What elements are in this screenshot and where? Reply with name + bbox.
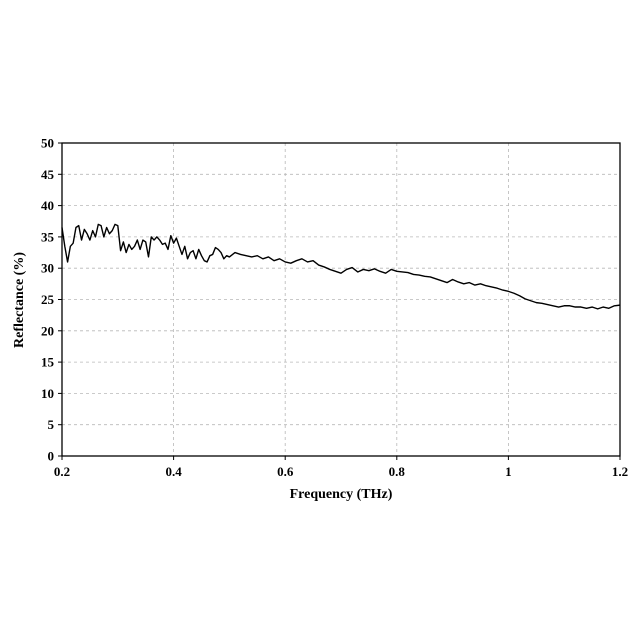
x-tick-label: 0.8 (389, 464, 406, 479)
x-tick-label: 1.2 (612, 464, 628, 479)
y-axis-label: Reflectance (%) (12, 252, 27, 348)
y-tick-label: 40 (41, 198, 54, 213)
y-tick-label: 20 (41, 323, 54, 338)
y-tick-label: 35 (41, 229, 55, 244)
y-tick-label: 0 (48, 449, 55, 464)
x-tick-label: 0.4 (165, 464, 182, 479)
y-tick-label: 50 (41, 136, 54, 151)
y-tick-label: 30 (41, 261, 54, 276)
x-tick-label: 0.2 (54, 464, 70, 479)
y-tick-label: 45 (41, 167, 55, 182)
x-axis-ticks: 0.2 0.4 0.6 0.8 1 1.2 (54, 456, 628, 479)
x-axis-label: Frequency (THz) (290, 487, 393, 502)
y-tick-label: 25 (41, 292, 55, 307)
y-tick-label: 15 (41, 355, 55, 370)
y-axis-ticks: 0 5 10 15 20 25 30 35 40 45 50 (41, 136, 62, 464)
x-tick-label: 1 (505, 464, 512, 479)
y-tick-label: 10 (41, 386, 54, 401)
x-tick-label: 0.6 (277, 464, 294, 479)
grid-lines (62, 143, 620, 456)
y-tick-label: 5 (48, 417, 55, 432)
